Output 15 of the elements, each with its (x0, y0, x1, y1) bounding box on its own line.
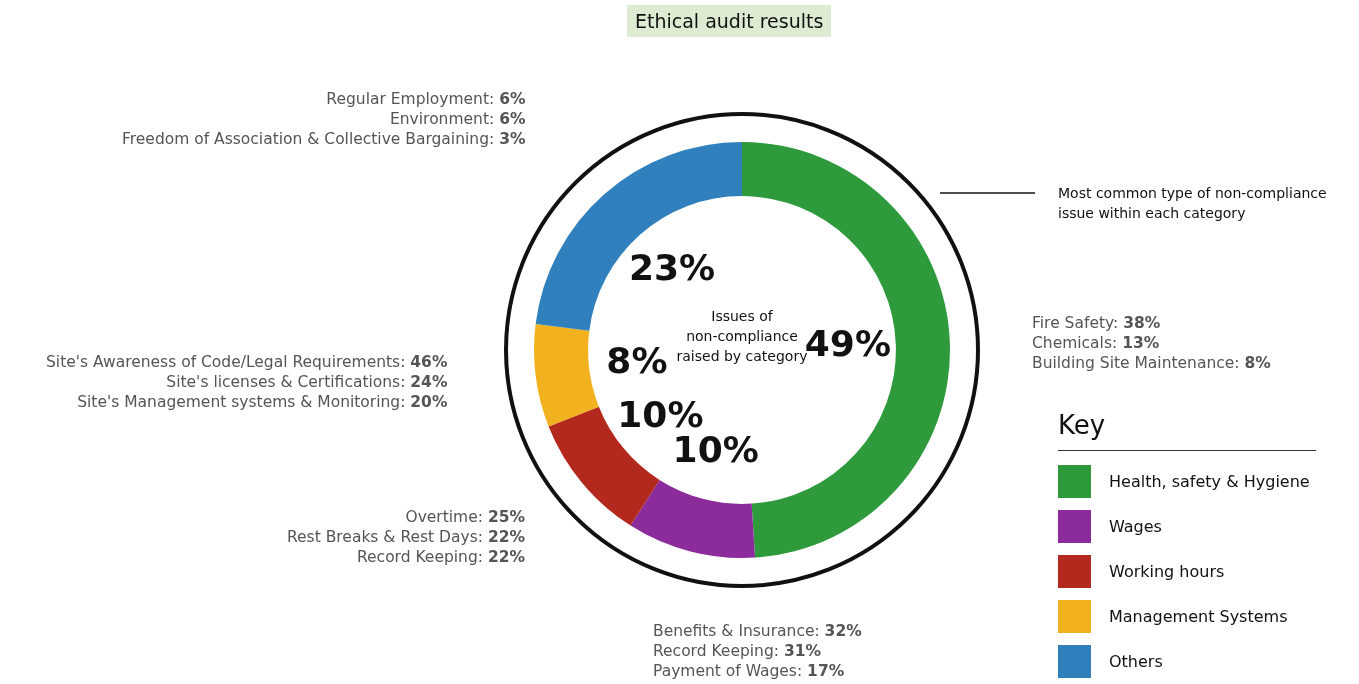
legend-label: Working hours (1109, 562, 1225, 581)
legend-label: Wages (1109, 517, 1162, 536)
text: Benefits & Insurance: 32% Record Keeping: 31% Payment of Wages: 17% (653, 622, 862, 680)
text: Overtime: 25% Rest Breaks & Rest Days: 22% Record Keeping: 22% (287, 507, 526, 567)
text: Regular Employment: 6% Environment: 6% Freedom of Association & Collective Bargaining: 3% (122, 89, 526, 149)
legend-label: Others (1109, 652, 1163, 671)
data-label: 23% (628, 246, 716, 288)
text: Site's Awareness of Code/Legal Requirements: 46% Site's licenses & Certifications: 24% Site's Management systems & Monitoring: 20% (46, 352, 448, 412)
legend-label: Management Systems (1109, 607, 1288, 626)
data-label: 8% (606, 339, 668, 381)
legend-title: Key (1058, 410, 1316, 451)
text: Most common type of non-compliance issue within each category (1058, 184, 1327, 223)
chart-title: Ethical audit results (627, 5, 832, 37)
legend-label: Health, safety & Hygiene (1109, 472, 1310, 491)
text: Fire Safety: 38% Chemicals: 13% Building Site Maintenance: 8% (1032, 313, 1271, 373)
